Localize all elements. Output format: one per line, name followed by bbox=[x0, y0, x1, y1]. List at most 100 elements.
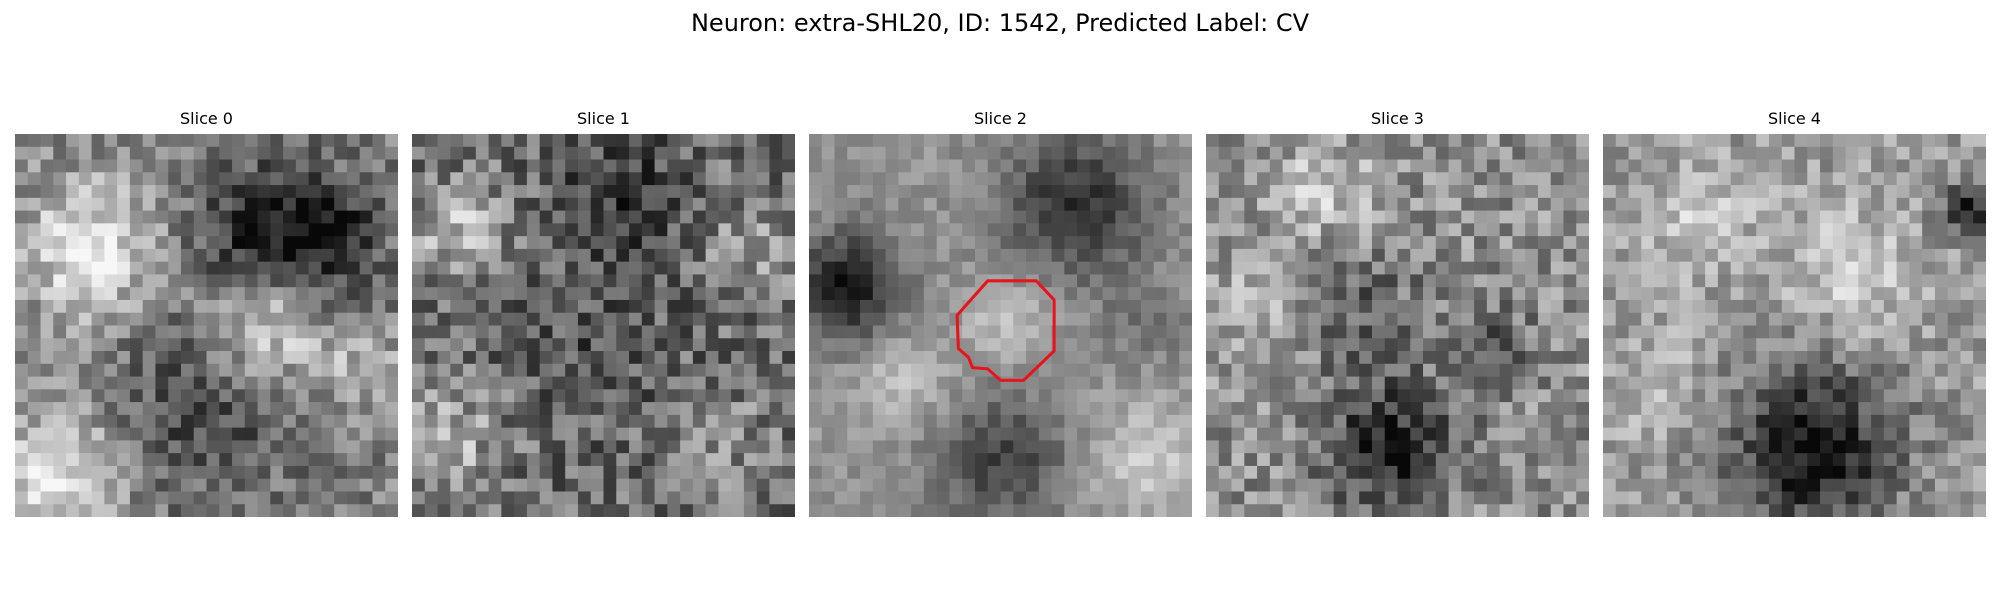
pixel bbox=[104, 504, 118, 517]
pixel bbox=[1038, 159, 1053, 173]
pixel bbox=[180, 478, 195, 492]
pixel bbox=[308, 146, 322, 161]
pixel bbox=[1410, 453, 1424, 467]
pixel bbox=[1550, 478, 1564, 492]
pixel bbox=[1115, 261, 1129, 275]
pixel bbox=[1730, 197, 1744, 212]
pixel bbox=[834, 453, 848, 467]
pixel bbox=[514, 248, 528, 263]
pixel bbox=[78, 197, 93, 212]
pixel bbox=[27, 351, 42, 365]
pixel bbox=[1282, 159, 1296, 173]
pixel bbox=[1576, 338, 1589, 352]
pixel bbox=[680, 465, 694, 480]
pixel bbox=[501, 134, 515, 148]
pixel bbox=[885, 159, 899, 173]
pixel bbox=[654, 274, 668, 288]
pixel bbox=[565, 491, 579, 505]
pixel bbox=[1384, 427, 1399, 441]
pixel bbox=[1641, 389, 1655, 403]
pixel bbox=[1807, 414, 1821, 429]
pixel bbox=[603, 363, 617, 378]
pixel bbox=[680, 504, 694, 517]
pixel bbox=[1628, 223, 1642, 237]
pixel bbox=[1794, 185, 1808, 199]
pixel bbox=[129, 427, 144, 441]
pixel bbox=[1947, 159, 1961, 173]
pixel bbox=[1038, 478, 1053, 492]
pixel bbox=[1832, 453, 1847, 467]
pixel bbox=[1115, 427, 1129, 441]
pixel bbox=[412, 223, 426, 237]
pixel bbox=[1666, 504, 1681, 517]
pixel bbox=[1871, 402, 1885, 416]
pixel bbox=[1628, 274, 1642, 288]
pixel bbox=[27, 261, 42, 275]
pixel bbox=[641, 312, 656, 327]
pixel bbox=[168, 261, 182, 275]
pixel bbox=[15, 287, 29, 301]
pixel bbox=[1807, 312, 1821, 327]
pixel bbox=[1282, 248, 1296, 263]
pixel bbox=[1794, 210, 1808, 224]
pixel bbox=[1102, 299, 1116, 314]
pixel bbox=[962, 134, 976, 148]
pixel bbox=[1474, 159, 1488, 173]
pixel bbox=[437, 427, 451, 441]
pixel bbox=[1512, 465, 1526, 480]
pixel bbox=[1435, 172, 1450, 186]
pixel bbox=[1461, 312, 1475, 327]
pixel bbox=[168, 351, 182, 365]
pixel bbox=[1768, 491, 1783, 505]
pixel bbox=[1064, 185, 1078, 199]
pixel bbox=[1231, 210, 1245, 224]
pixel bbox=[1512, 185, 1526, 199]
pixel bbox=[1397, 287, 1411, 301]
pixel bbox=[1423, 274, 1437, 288]
pixel bbox=[193, 351, 208, 365]
pixel bbox=[1269, 338, 1284, 352]
pixel bbox=[1858, 185, 1872, 199]
pixel bbox=[78, 453, 93, 467]
pixel bbox=[1628, 134, 1642, 148]
pixel bbox=[1359, 261, 1373, 275]
pixel bbox=[1705, 338, 1719, 352]
pixel bbox=[1000, 453, 1014, 467]
pixel bbox=[1499, 504, 1513, 517]
pixel bbox=[129, 363, 144, 378]
pixel bbox=[501, 261, 515, 275]
pixel bbox=[385, 185, 398, 199]
pixel bbox=[1282, 236, 1296, 250]
pixel bbox=[1320, 172, 1335, 186]
pixel bbox=[78, 248, 93, 263]
pixel bbox=[834, 351, 848, 365]
pixel bbox=[1794, 172, 1808, 186]
pixel bbox=[654, 478, 668, 492]
pixel bbox=[1947, 478, 1961, 492]
pixel bbox=[1730, 159, 1744, 173]
pixel bbox=[577, 491, 592, 505]
pixel bbox=[1525, 210, 1539, 224]
pixel bbox=[1499, 261, 1513, 275]
pixel bbox=[168, 440, 182, 454]
pixel bbox=[232, 185, 246, 199]
pixel bbox=[654, 312, 668, 327]
pixel bbox=[1000, 159, 1014, 173]
pixel bbox=[629, 287, 643, 301]
pixel bbox=[1128, 338, 1142, 352]
pixel bbox=[1282, 504, 1296, 517]
pixel bbox=[1705, 325, 1719, 339]
pixel bbox=[1845, 427, 1859, 441]
pixel bbox=[705, 134, 719, 148]
pixel bbox=[1896, 197, 1910, 212]
pixel bbox=[1474, 427, 1488, 441]
pixel bbox=[1153, 134, 1167, 148]
pixel bbox=[232, 134, 246, 148]
pixel bbox=[142, 312, 156, 327]
pixel bbox=[1064, 312, 1078, 327]
pixel bbox=[244, 172, 259, 186]
pixel bbox=[680, 223, 694, 237]
pixel bbox=[1807, 376, 1821, 390]
pixel bbox=[1384, 453, 1399, 467]
pixel bbox=[1474, 402, 1488, 416]
